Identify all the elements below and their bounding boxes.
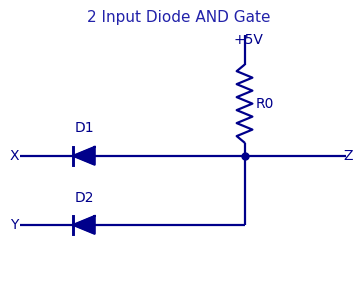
Text: X: X bbox=[10, 149, 19, 163]
Text: R0: R0 bbox=[255, 97, 273, 111]
Text: 2 Input Diode AND Gate: 2 Input Diode AND Gate bbox=[87, 10, 270, 25]
Text: +5V: +5V bbox=[234, 33, 264, 47]
Text: D1: D1 bbox=[75, 121, 95, 135]
Polygon shape bbox=[73, 216, 95, 234]
Polygon shape bbox=[73, 147, 95, 165]
Text: Z: Z bbox=[343, 149, 353, 163]
Text: Y: Y bbox=[10, 218, 19, 232]
Text: D2: D2 bbox=[75, 191, 95, 206]
